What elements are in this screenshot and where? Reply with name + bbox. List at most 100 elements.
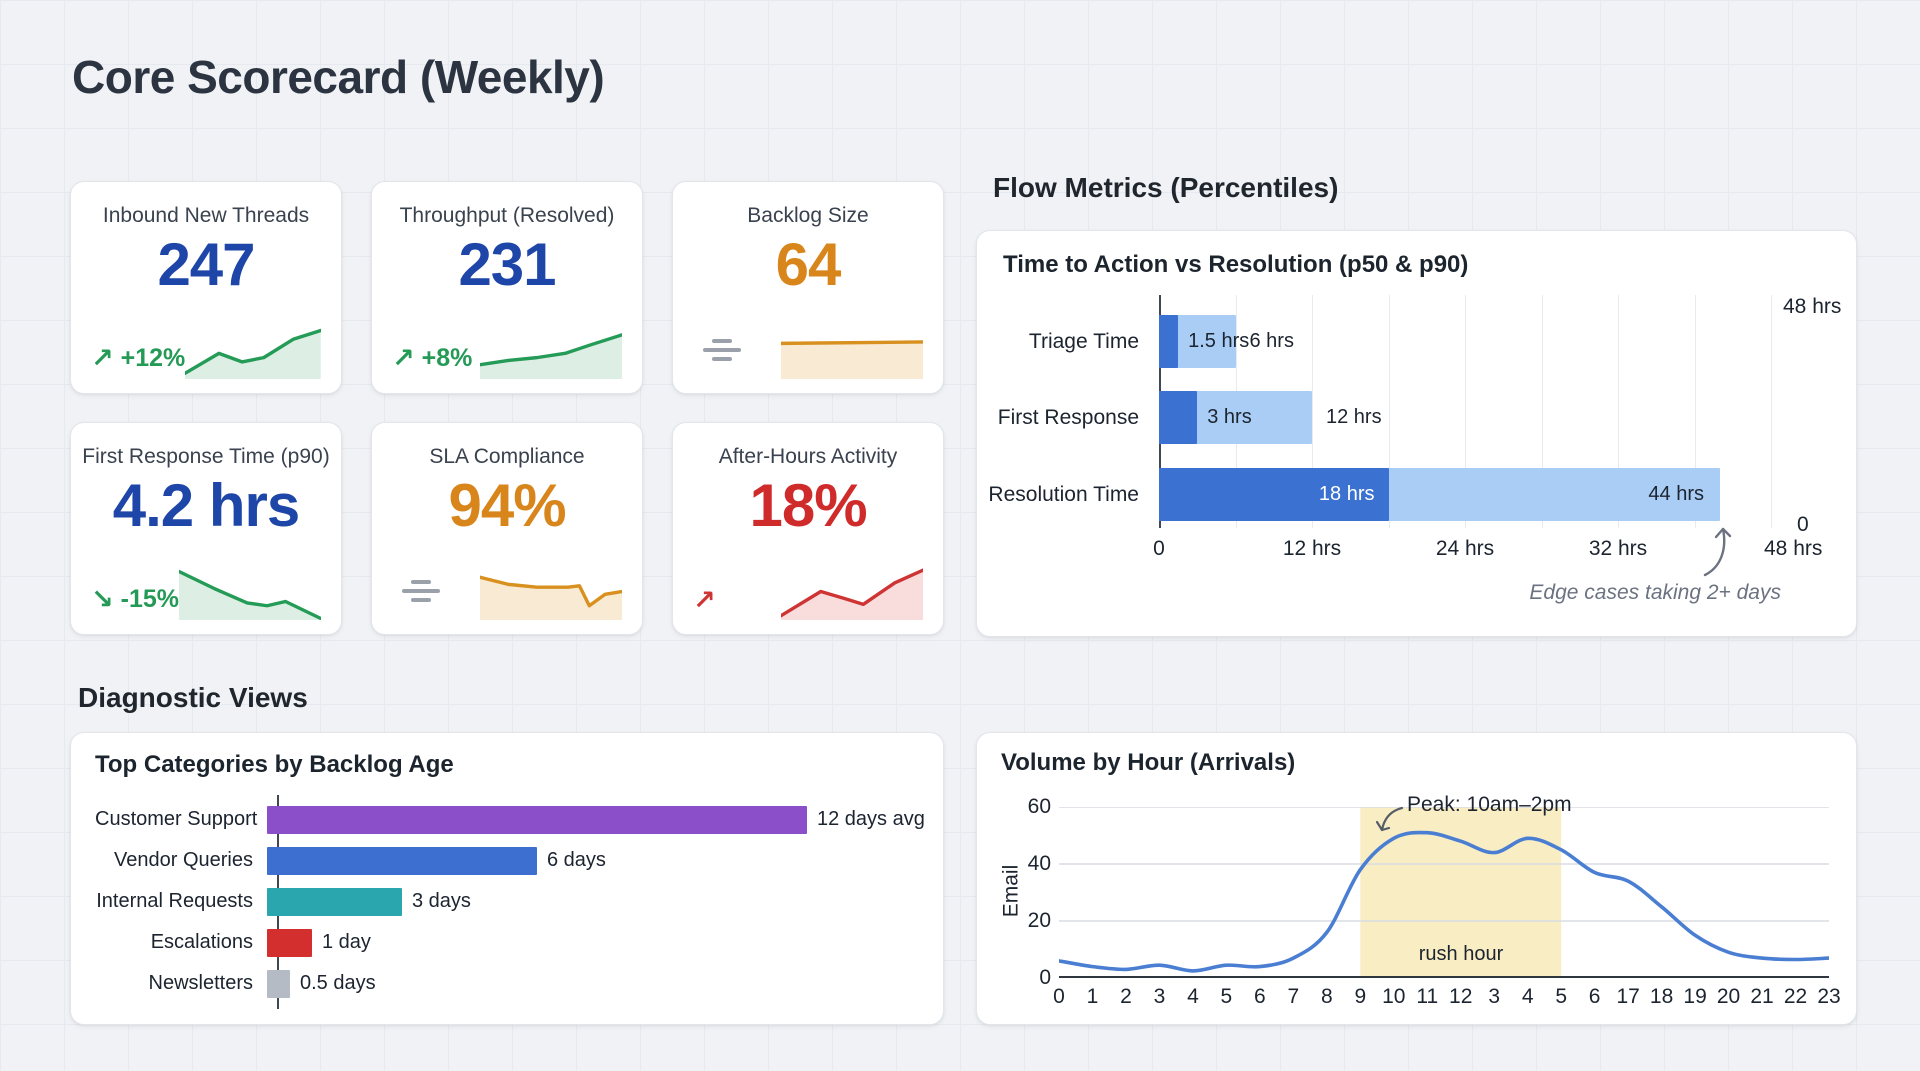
rush-hour-band bbox=[1360, 807, 1562, 978]
volume-plot bbox=[1057, 806, 1831, 978]
flow-bar-row: 3 hrs 12 hrs bbox=[1159, 391, 1771, 444]
flow-row-labels: Triage Time First Response Resolution Time bbox=[977, 295, 1149, 528]
edge-cases-arrow-icon bbox=[1703, 527, 1732, 577]
peak-arrow-icon bbox=[1375, 806, 1404, 832]
kpi-trend: ↗ +8% bbox=[392, 344, 472, 373]
flow-p90-label: 44 hrs bbox=[1648, 483, 1704, 505]
volume-x-tick: 5 bbox=[1220, 985, 1233, 1008]
flow-row-label: Resolution Time bbox=[988, 483, 1139, 506]
volume-y-ticks: 0 20 40 60 bbox=[1007, 733, 1051, 1024]
kpi-delta: +12% bbox=[120, 344, 186, 372]
trend-up-icon: ↗ bbox=[693, 585, 716, 615]
kpi-value: 64 bbox=[775, 231, 842, 298]
kpi-footer bbox=[693, 317, 923, 379]
kpi-card: Inbound New Threads 247 ↗ +12% bbox=[70, 181, 342, 394]
kpi-value: 247 bbox=[157, 231, 255, 298]
kpi-footer: ↘ -15% bbox=[91, 558, 321, 620]
volume-chart-svg bbox=[1057, 806, 1831, 978]
volume-x-tick: 11 bbox=[1416, 985, 1439, 1008]
kpi-label: Throughput (Resolved) bbox=[399, 204, 615, 227]
volume-chart-title: Volume by Hour (Arrivals) bbox=[1001, 749, 1296, 776]
kpi-label: First Response Time (p90) bbox=[82, 445, 330, 468]
flow-section-heading: Flow Metrics (Percentiles) bbox=[993, 172, 1339, 203]
kpi-label: Inbound New Threads bbox=[102, 204, 310, 227]
volume-x-tick: 6 bbox=[1254, 985, 1266, 1008]
backlog-value-label: 6 days bbox=[547, 849, 606, 871]
kpi-card: First Response Time (p90) 4.2 hrs ↘ -15% bbox=[70, 422, 342, 635]
backlog-rows: Customer Support 12 days avg Vendor Querie… bbox=[95, 799, 925, 1004]
flow-p50-label: 1.5 hrs bbox=[1188, 330, 1250, 352]
kpi-label: After-Hours Activity bbox=[718, 445, 898, 468]
flow-row-label: First Response bbox=[997, 406, 1139, 429]
backlog-bar bbox=[267, 928, 312, 957]
flow-bar-p50 bbox=[1159, 468, 1389, 521]
kpi-card: Backlog Size 64 bbox=[672, 181, 944, 394]
volume-x-tick: 2 bbox=[1120, 985, 1132, 1008]
kpi-grid: Inbound New Threads 247 ↗ +12% Throughput (R… bbox=[70, 181, 944, 635]
volume-x-tick: 1 bbox=[1086, 985, 1099, 1008]
kpi-trend: ↗ bbox=[693, 587, 716, 614]
flow-x-tick: 32 hrs bbox=[1588, 537, 1648, 560]
volume-x-axis: 0 1 2 3 4 5 6 7 8 9 10 11 12 3 4 5 6 17 18 19 20 21 22 23 bbox=[1053, 985, 1841, 1011]
kpi-label: SLA Compliance bbox=[429, 445, 585, 468]
trend-up-icon: ↗ bbox=[91, 343, 114, 373]
backlog-category-label: Vendor Queries bbox=[114, 849, 253, 871]
flow-plot: 1.5 hrs 6 hrs 3 hrs 12 hrs 18 hrs 44 hrs bbox=[1159, 295, 1772, 528]
volume-y-tick: 20 bbox=[1027, 909, 1051, 932]
kpi-delta: -15% bbox=[120, 585, 179, 613]
flow-bar-p50 bbox=[1159, 391, 1198, 444]
volume-y-tick: 40 bbox=[1027, 852, 1051, 875]
backlog-bar bbox=[267, 969, 290, 998]
volume-y-tick: 60 bbox=[1027, 795, 1051, 818]
sparkline-area bbox=[179, 571, 321, 620]
sparkline-area bbox=[781, 570, 923, 620]
kpi-footer bbox=[392, 558, 622, 620]
kpi-trend: ↘ -15% bbox=[91, 585, 179, 614]
kpi-footer: ↗ bbox=[693, 558, 923, 620]
volume-x-tick: 5 bbox=[1555, 985, 1568, 1008]
flow-bar-row: 1.5 hrs 6 hrs bbox=[1159, 315, 1771, 368]
sparkline-line bbox=[480, 335, 622, 365]
flow-bar-p50 bbox=[1159, 315, 1179, 368]
kpi-trend bbox=[693, 339, 741, 373]
backlog-value-label: 3 days bbox=[412, 890, 471, 912]
volume-x-tick: 3 bbox=[1488, 985, 1501, 1008]
volume-x-tick: 18 bbox=[1649, 985, 1674, 1008]
backlog-category-label: Escalations bbox=[150, 931, 253, 953]
diagnostic-section-heading: Diagnostic Views bbox=[78, 682, 308, 713]
backlog-row: Customer Support 12 days avg bbox=[95, 799, 925, 840]
page-title: Core Scorecard (Weekly) bbox=[72, 51, 605, 103]
flow-row-label: Triage Time bbox=[1028, 330, 1139, 353]
backlog-row: Escalations 1 day bbox=[95, 922, 925, 963]
flow-gridline bbox=[1618, 295, 1619, 528]
volume-x-tick: 4 bbox=[1521, 985, 1534, 1008]
trend-up-icon: ↗ bbox=[392, 343, 415, 373]
sparkline-line bbox=[179, 572, 321, 619]
sparkline-area bbox=[781, 341, 923, 379]
flat-trend-icon bbox=[402, 580, 440, 602]
volume-by-hour-card: Volume by Hour (Arrivals) Email 0 20 40 60 … bbox=[976, 732, 1857, 1025]
kpi-sparkline bbox=[185, 322, 321, 379]
volume-x-tick: 0 bbox=[1053, 985, 1065, 1008]
flow-gridline bbox=[1388, 295, 1390, 528]
backlog-bar-area: 0.5 days bbox=[265, 969, 925, 998]
backlog-value-label: 12 days avg bbox=[817, 808, 925, 830]
kpi-label: Backlog Size bbox=[747, 204, 869, 227]
kpi-value: 18% bbox=[749, 472, 867, 539]
backlog-chart-title: Top Categories by Backlog Age bbox=[95, 751, 454, 778]
volume-y-tick: 0 bbox=[1039, 966, 1051, 989]
backlog-bar bbox=[267, 805, 807, 834]
kpi-value: 231 bbox=[458, 231, 556, 298]
kpi-value: 4.2 hrs bbox=[112, 472, 300, 539]
kpi-sparkline bbox=[480, 322, 622, 379]
kpi-sparkline bbox=[480, 563, 622, 620]
flow-p90-label: 6 hrs bbox=[1249, 330, 1294, 352]
backlog-bar bbox=[267, 846, 537, 875]
backlog-category-label: Internal Requests bbox=[96, 890, 253, 912]
volume-x-tick: 23 bbox=[1817, 985, 1841, 1008]
backlog-bar-area: 1 day bbox=[265, 928, 925, 957]
flow-bar-row: 18 hrs 44 hrs bbox=[1159, 468, 1771, 521]
sparkline-line bbox=[480, 577, 622, 606]
flow-chart-title: Time to Action vs Resolution (p50 & p90) bbox=[1003, 251, 1469, 278]
backlog-bar bbox=[267, 887, 402, 916]
